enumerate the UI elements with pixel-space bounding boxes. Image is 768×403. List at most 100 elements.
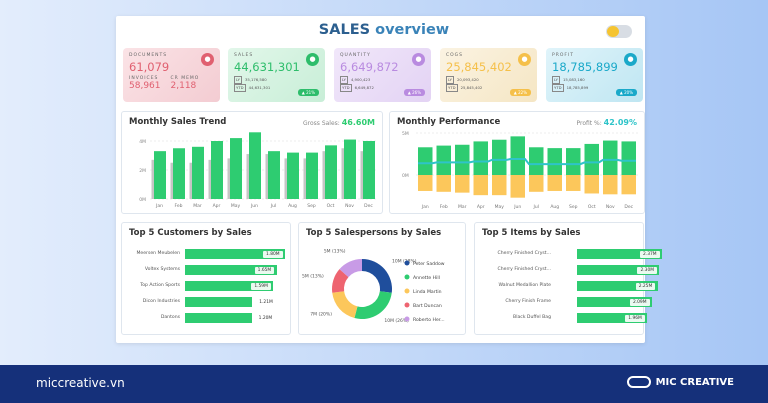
bar[interactable] [577, 281, 658, 291]
sales-bar [363, 141, 375, 199]
bar-label: Cherry Finished Cryst... [497, 251, 552, 256]
legend-marker [404, 302, 410, 308]
bar-value-label: 2.37M [640, 250, 660, 258]
x-tick-label: Nov [345, 203, 354, 209]
legend-label: Linda Martin [413, 289, 442, 295]
sales-bar [268, 151, 280, 199]
bar[interactable] [185, 297, 253, 307]
top-customers-card: Top 5 Customers by Sales Meersen Meubelen… [121, 222, 291, 335]
bar-value-label: 2.30M [637, 266, 658, 274]
cogs-bar [566, 175, 581, 191]
sales-bar [510, 136, 525, 175]
y-tick-label: 0M [139, 197, 146, 203]
bar-label: Cherry Finished Cryst... [497, 267, 552, 272]
cogs-bar [529, 175, 544, 192]
bar[interactable] [577, 249, 662, 259]
monthly-sales-trend-card: Monthly Sales Trend Gross Sales: 46.60M … [121, 111, 383, 214]
document-icon: ● [201, 53, 214, 66]
page-title: SALES overview [318, 22, 450, 38]
donut-slice [362, 259, 392, 293]
sales-bar [249, 132, 261, 199]
kpi-label: QUANTITY [340, 53, 371, 58]
donut-slice [354, 291, 392, 319]
x-tick-label: Jul [270, 203, 276, 209]
cogs-bar [492, 175, 507, 196]
slice-label: 10M (28%) [392, 259, 417, 265]
x-tick-label: Oct [588, 204, 596, 210]
salespersons-donut: 10M (28%) 10M (26%) 7M (20%) 5M (13%) 5M (13… [302, 249, 445, 325]
sales-bar [584, 143, 599, 175]
kpi-value: 18,785,899 [552, 60, 618, 74]
cogs-bar [455, 175, 470, 193]
bar-value-label: 1.20M [258, 315, 273, 321]
cogs-bar [547, 175, 562, 191]
invoices-label: INVOICES [129, 76, 159, 81]
x-tick-label: Nov [606, 204, 615, 210]
x-tick-label: Jan [155, 203, 163, 209]
x-tick-label: May [231, 203, 241, 209]
x-tick-label: Feb [175, 203, 183, 209]
bar-value-label: 2.25M [635, 282, 656, 290]
bar[interactable] [185, 313, 252, 323]
bar-value-label: 1.80M [263, 250, 283, 258]
dollar-icon: ● [624, 53, 637, 66]
legend-marker [404, 260, 410, 266]
kpi-value: 25,845,402 [446, 60, 512, 74]
sales-bar [211, 141, 223, 199]
y-tick-label: 0M [402, 173, 409, 179]
legend-label: Peter Saddow [413, 261, 445, 267]
kpi-value: 44,631,301 [234, 60, 300, 74]
bar-label: Walnut Medallion Plate [498, 283, 551, 288]
cogs-bar [621, 175, 636, 195]
monthly-performance-card: Monthly Performance Profit %: 42.09% 0M 5… [389, 111, 645, 214]
profit-line [418, 158, 636, 166]
sales-bar [306, 152, 318, 199]
cogs-bar [436, 175, 451, 192]
site-link[interactable]: miccreative.vn [36, 376, 125, 390]
kpi-value: 6,649,872 [340, 60, 399, 74]
slice-label: 5M (13%) [324, 249, 346, 255]
bar[interactable] [577, 313, 648, 323]
growth-badge: ▲ 22% [509, 89, 531, 96]
sales-trend-chart: 0M 2M 4M Jan Feb Mar Apr May Jun Jul Aug Sep Oct Nov D… [139, 132, 378, 209]
sales-bar [287, 152, 299, 199]
donut-slice [332, 269, 349, 293]
bar-label: Top Action Sports [140, 283, 180, 288]
bar-label: Meersen Meubelen [136, 251, 180, 256]
x-tick-label: Dec [624, 204, 633, 210]
ly-row: LY 4,900,423 YTD 6,649,872 [340, 76, 374, 92]
money-bag-icon: ● [306, 53, 319, 66]
sales-bar [192, 146, 204, 199]
footer: miccreative.vn MIC CREATIVE [0, 365, 768, 403]
kpi-card-documents: DOCUMENTS 61,079 ● INVOICES 58,961 CR MEMO 2,1… [123, 48, 220, 102]
bar-value-label: 1.21M [259, 299, 273, 305]
x-tick-label: Aug [550, 204, 559, 210]
kpi-card-quantity: QUANTITY 6,649,872 ● LY 4,900,423 YTD 6,649,87… [334, 48, 431, 102]
bar[interactable] [185, 249, 285, 259]
y-tick-label: 4M [139, 139, 146, 145]
bar-label: Dantons [160, 315, 180, 320]
bar[interactable] [185, 281, 274, 291]
kpi-label: COGS [446, 53, 464, 58]
top-items-card: Top 5 Items by Sales Cherry Finished Crys… [474, 222, 662, 335]
x-tick-label: Jun [513, 204, 521, 210]
x-tick-label: Sep [307, 203, 316, 209]
x-tick-label: Oct [327, 203, 335, 209]
bar-label: Cherry Finish Frame [505, 299, 551, 304]
kpi-card-profit: PROFIT 18,785,899 ● LY 15,083,160 YTD 18,785,8… [546, 48, 643, 102]
bar-label: Dicon Industries [142, 299, 180, 304]
performance-chart: 0M 5M Jan Feb Mar Apr May Jun Jul Aug Sep Oct Nov Dec [402, 131, 638, 210]
cr-memo-label: CR MEMO [170, 76, 200, 81]
bar-value-label: 1.59M [251, 282, 271, 290]
bar-label: Voltex Systems [144, 267, 180, 272]
theme-toggle[interactable] [606, 25, 632, 38]
logo-icon [626, 376, 651, 388]
legend-marker [404, 288, 410, 294]
bar[interactable] [185, 265, 277, 275]
sales-bar [154, 151, 166, 199]
legend-label: Annette Hill [413, 275, 440, 281]
growth-badge: ▲ 20% [615, 89, 637, 96]
slice-label: 7M (20%) [310, 311, 332, 317]
bar[interactable] [577, 297, 652, 307]
bar[interactable] [577, 265, 660, 275]
